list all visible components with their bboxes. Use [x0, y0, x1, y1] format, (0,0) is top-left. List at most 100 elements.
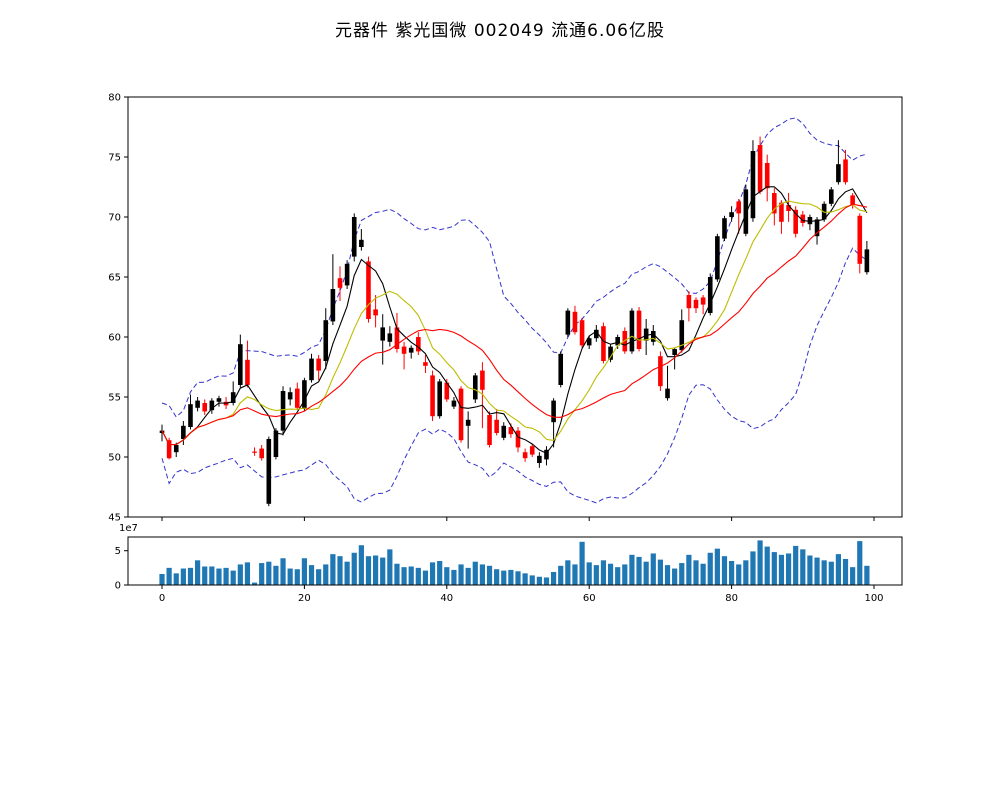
- candle: [430, 370, 435, 421]
- candle-body: [658, 356, 663, 387]
- candle-body: [437, 381, 442, 417]
- volume-bar: [237, 564, 243, 585]
- volume-bar: [266, 561, 272, 585]
- volume-bar: [244, 562, 251, 585]
- volume-bar: [835, 554, 841, 585]
- volume-bar: [259, 563, 265, 585]
- candle-body: [373, 309, 378, 316]
- candle-body: [302, 380, 307, 409]
- candle: [722, 215, 727, 241]
- volume-bar: [536, 576, 542, 585]
- y-tick-label: 80: [108, 93, 121, 104]
- price-panel-frame: [127, 96, 903, 518]
- y-tick-label: 75: [108, 153, 121, 164]
- volume-bar: [223, 567, 229, 585]
- candle-body: [586, 338, 592, 346]
- volume-bar: [664, 565, 671, 585]
- candle-body: [779, 202, 784, 222]
- candle-body: [650, 331, 656, 342]
- volume-bar: [444, 567, 450, 585]
- volume-panel-frame: [127, 536, 903, 586]
- volume-bar: [721, 556, 728, 585]
- y-tick-label: 0: [115, 581, 121, 592]
- volume-bar: [202, 566, 208, 585]
- volume-bar: [515, 571, 521, 585]
- volume-bar: [558, 565, 564, 585]
- candle: [287, 387, 293, 406]
- candle-body: [480, 370, 485, 390]
- candle-body: [444, 382, 450, 400]
- volume-bar: [479, 564, 485, 585]
- candle: [259, 445, 264, 461]
- volume-bar: [209, 566, 215, 585]
- candle: [216, 395, 222, 407]
- candle-body: [344, 263, 350, 286]
- candle: [636, 307, 642, 352]
- volume-bar: [408, 566, 414, 585]
- candle-body: [565, 310, 571, 335]
- candle: [408, 345, 414, 359]
- volume-bar: [714, 548, 720, 585]
- candle: [857, 213, 863, 274]
- candle: [394, 313, 400, 353]
- candle: [416, 332, 421, 355]
- candle: [209, 398, 215, 414]
- candle: [686, 291, 692, 322]
- candle: [594, 325, 599, 342]
- candle-body: [273, 430, 279, 457]
- candle: [665, 365, 670, 401]
- candle-body: [537, 455, 542, 463]
- candle-body: [245, 359, 250, 385]
- candle: [351, 213, 357, 262]
- candle-body: [330, 289, 336, 322]
- volume-bar: [622, 564, 628, 585]
- volume-bar: [166, 567, 172, 585]
- volume-bar: [415, 567, 421, 585]
- candle-body: [686, 295, 692, 309]
- candle-body: [864, 249, 870, 273]
- volume-bar: [458, 564, 464, 585]
- candle-body: [836, 164, 841, 183]
- candle: [380, 314, 386, 365]
- volume-bar: [472, 561, 478, 585]
- volume-bar: [323, 564, 329, 585]
- candle: [330, 254, 336, 325]
- candle: [786, 193, 791, 222]
- candle: [316, 355, 321, 381]
- volume-bar: [629, 554, 635, 585]
- volume-bar: [757, 540, 763, 585]
- candle-body: [451, 400, 457, 407]
- candle-body: [508, 427, 514, 435]
- candle-body: [416, 337, 421, 352]
- candle-body: [764, 163, 770, 189]
- bollinger-lower-band: [161, 247, 868, 504]
- volume-bar: [736, 564, 742, 585]
- candle: [850, 193, 855, 209]
- candle: [779, 200, 784, 234]
- candle: [294, 382, 300, 411]
- volume-bar: [778, 554, 785, 585]
- volume-bar: [693, 560, 699, 585]
- volume-bar: [729, 561, 735, 585]
- candle-body: [294, 388, 300, 408]
- candle-body: [601, 326, 606, 361]
- candle-body: [515, 430, 521, 448]
- candle-body: [259, 448, 264, 459]
- candle: [743, 184, 749, 237]
- candle-body: [181, 425, 186, 439]
- candle-body: [423, 362, 428, 366]
- candle: [814, 217, 820, 245]
- candle-body: [188, 404, 193, 427]
- volume-bar: [486, 565, 493, 585]
- x-tick-label: 80: [725, 593, 738, 604]
- volume-bar: [821, 560, 827, 585]
- candle: [266, 436, 272, 507]
- candle: [401, 341, 407, 370]
- candle-body: [366, 261, 371, 319]
- candle: [166, 437, 172, 460]
- candle-body: [465, 419, 471, 426]
- volume-bar: [842, 558, 849, 585]
- volume-bar: [216, 568, 222, 585]
- candle: [707, 273, 713, 316]
- candle-body: [579, 320, 585, 346]
